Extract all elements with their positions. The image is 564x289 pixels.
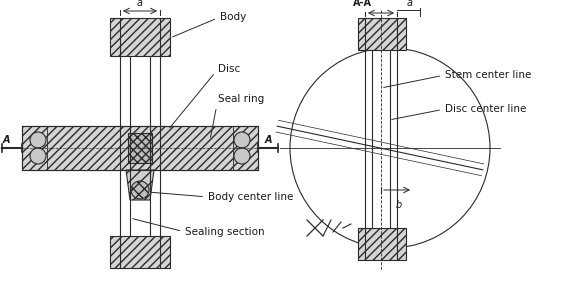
Text: Body center line: Body center line <box>151 192 293 202</box>
Bar <box>22 126 258 170</box>
Circle shape <box>30 132 46 148</box>
Circle shape <box>290 48 490 248</box>
Text: A: A <box>265 135 272 145</box>
Text: b: b <box>396 200 402 210</box>
Circle shape <box>30 148 46 164</box>
Bar <box>358 18 406 50</box>
Text: Sealing section: Sealing section <box>133 219 265 237</box>
Circle shape <box>234 132 250 148</box>
Text: A: A <box>2 135 10 145</box>
Text: Body: Body <box>173 12 246 37</box>
Text: a: a <box>407 0 413 8</box>
Text: a: a <box>137 0 143 8</box>
Bar <box>358 228 406 260</box>
Circle shape <box>234 148 250 164</box>
Text: Seal ring: Seal ring <box>210 94 265 137</box>
Circle shape <box>131 181 149 199</box>
Text: A-A: A-A <box>352 0 372 8</box>
Text: Disc center line: Disc center line <box>392 104 526 119</box>
Bar <box>128 133 152 163</box>
Text: Disc: Disc <box>170 64 240 128</box>
Polygon shape <box>126 170 154 200</box>
Bar <box>110 18 170 56</box>
Text: Stem center line: Stem center line <box>384 70 531 88</box>
Bar <box>110 236 170 268</box>
